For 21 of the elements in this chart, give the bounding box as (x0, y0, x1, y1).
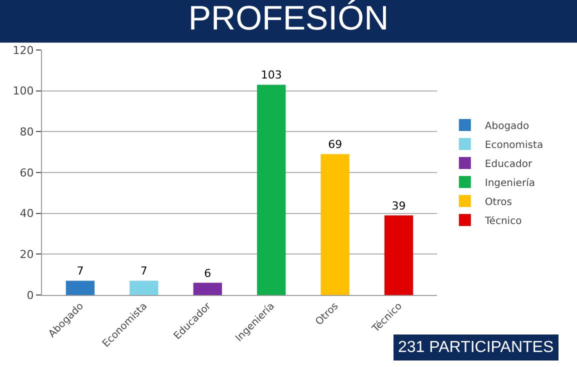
legend-label: Economista (484, 140, 544, 151)
chart-title: PROFESIÓN (188, 0, 389, 38)
legend-label: Otros (484, 196, 512, 208)
y-tick-label: 100 (12, 84, 34, 98)
legend-label: Educador (484, 158, 533, 170)
legend-label: Técnico (484, 216, 522, 227)
data-label: 6 (204, 266, 212, 280)
data-label: 7 (140, 264, 148, 278)
y-tick-label: 80 (20, 126, 34, 139)
y-tick-label: 60 (20, 166, 34, 180)
y-tick-label: 40 (20, 207, 34, 220)
legend-label: Ingeniería (484, 178, 535, 189)
text: 231 PARTICIPANTES (398, 339, 554, 356)
y-tick-label: 20 (20, 248, 34, 262)
data-label: 103 (260, 68, 282, 82)
data-label: 7 (76, 264, 84, 278)
data-label: 39 (392, 199, 406, 212)
data-label: 69 (328, 138, 342, 152)
y-tick-label: 0 (26, 288, 34, 302)
legend-label: Abogado (484, 120, 530, 132)
y-tick-label: 120 (12, 44, 34, 57)
